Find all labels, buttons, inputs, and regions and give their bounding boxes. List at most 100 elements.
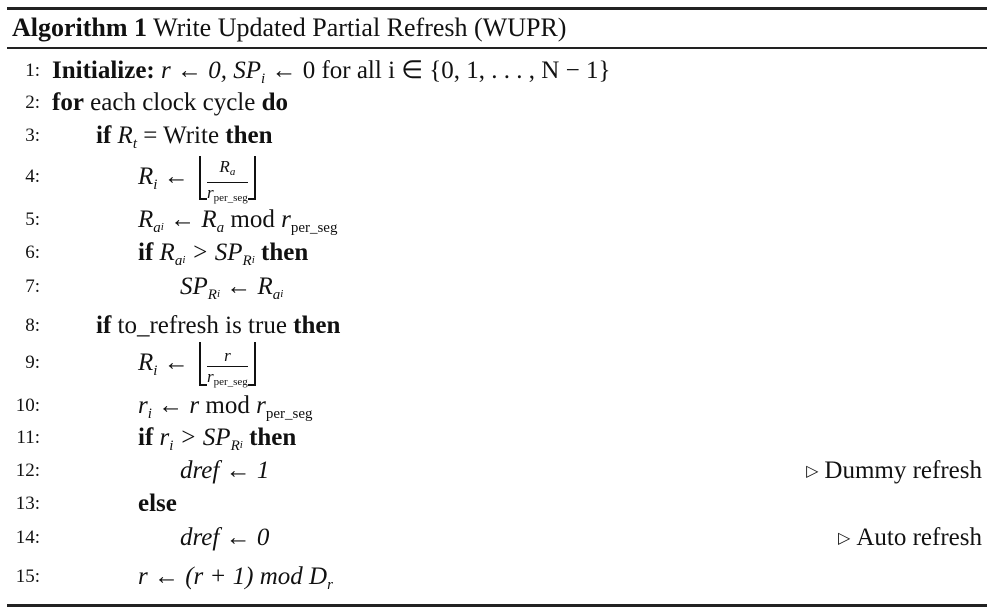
line-code: Rai ← Ra mod rper_seg <box>138 203 337 244</box>
subscript: i <box>147 406 152 422</box>
math-text: ← r <box>151 392 200 419</box>
math-var: SP <box>180 273 208 300</box>
subscript: a <box>272 287 281 303</box>
line-number: 4: <box>25 166 40 187</box>
line-code: if Rt = Write then <box>96 119 273 153</box>
math-var: R <box>159 239 175 266</box>
assign-arrow: ← <box>157 349 195 376</box>
line-code: Initialize: r ← 0, SPi ← 0 for all i ∈ {… <box>52 54 610 88</box>
floor-bracket: r rper_seg <box>198 342 256 388</box>
algo-line-13: 13: else <box>0 487 994 521</box>
keyword: Initialize: <box>52 57 155 84</box>
line-number: 5: <box>25 209 40 230</box>
subscript: a <box>216 220 225 236</box>
subscript: i <box>153 363 158 379</box>
subscript: i <box>280 288 284 300</box>
subscript: i <box>160 221 164 233</box>
comment-triangle-icon: ▷ <box>806 463 819 480</box>
subscript: i <box>216 288 221 300</box>
line-code: else <box>138 490 177 517</box>
subscript: a <box>153 220 161 236</box>
subscript: R <box>207 287 217 303</box>
algo-line-15: 15: r ← (r + 1) mod Dr <box>0 560 994 594</box>
math-var: R <box>117 122 133 149</box>
line-code: dref ← 1 <box>180 457 270 484</box>
math-text: ← R <box>163 206 217 233</box>
keyword: then <box>225 122 273 149</box>
algo-line-6: 6: if Rai > SPRi then <box>0 236 994 270</box>
comment-text: Auto refresh <box>856 524 982 551</box>
subscript: per_seg <box>290 220 338 236</box>
floor-bracket: Ra rper_seg <box>198 156 256 204</box>
bottom-rule <box>7 604 987 607</box>
math-var: R <box>138 206 154 233</box>
subscript: i <box>153 177 158 193</box>
algo-line-8: 8: if to_refresh is true then <box>0 309 994 343</box>
title-rule <box>7 47 987 49</box>
keyword: then <box>293 312 341 339</box>
math-text: r ← 0, SP <box>161 57 262 84</box>
keyword: if <box>138 424 154 451</box>
math-text: r ← (r + 1) mod D <box>138 563 328 590</box>
line-number: 8: <box>25 315 40 336</box>
top-rule <box>7 7 987 10</box>
code-text: = Write <box>136 122 226 149</box>
algo-line-1: 1: Initialize: r ← 0, SPi ← 0 for all i … <box>0 54 994 88</box>
subscript: i <box>169 438 174 454</box>
keyword: then <box>249 424 297 451</box>
keyword: if <box>138 239 154 266</box>
subscript: per_seg <box>265 406 313 422</box>
line-comment: ▷ Dummy refresh <box>806 454 982 489</box>
math-var: R <box>138 349 154 376</box>
subscript: i <box>182 254 186 266</box>
numerator: r <box>224 345 231 365</box>
keyword: if <box>96 122 112 149</box>
line-number: 13: <box>15 493 40 514</box>
line-number: 2: <box>25 92 40 113</box>
denominator: r <box>206 366 214 386</box>
math-var: r <box>281 206 291 233</box>
line-code: SPRi ← Rai <box>180 270 283 311</box>
line-comment: ▷ Auto refresh <box>838 521 982 556</box>
code-text: to_refresh is true <box>111 312 294 339</box>
line-code: if to_refresh is true then <box>96 309 340 343</box>
numerator: R <box>219 157 230 177</box>
line-number: 9: <box>25 352 40 373</box>
line-code: ri ← r mod rper_seg <box>138 389 312 423</box>
keyword: do <box>261 89 288 116</box>
algo-line-4: 4: Ri ← Ra rper_seg <box>0 152 994 204</box>
subscript: per_seg <box>213 192 248 205</box>
line-number: 1: <box>25 60 40 81</box>
subscript: a <box>174 253 183 269</box>
subscript: a <box>229 166 236 179</box>
line-code: for each clock cycle do <box>52 86 288 120</box>
math-text: ← R <box>220 273 273 300</box>
fraction: Ra rper_seg <box>206 157 248 208</box>
denominator: r <box>206 183 214 203</box>
keyword: for <box>52 89 84 116</box>
line-number: 11: <box>16 427 40 448</box>
algo-line-9: 9: Ri ← r rper_seg <box>0 338 994 388</box>
math-text: > SP <box>185 239 243 266</box>
line-number: 6: <box>25 242 40 263</box>
algorithm-name: Write Updated Partial Refresh (WUPR) <box>153 13 567 42</box>
algo-line-11: 11: if ri > SPRi then <box>0 421 994 455</box>
algo-line-14: 14: dref ← 0 ▷ Auto refresh <box>0 521 994 555</box>
line-code: dref ← 0 <box>180 524 270 551</box>
math-var: R <box>138 163 154 190</box>
subscript: R <box>242 253 252 269</box>
algorithm-label: Algorithm 1 <box>12 13 148 42</box>
algo-line-5: 5: Rai ← Ra mod rper_seg <box>0 203 994 237</box>
math-var: r <box>256 392 266 419</box>
subscript: i <box>239 439 243 451</box>
algo-line-3: 3: if Rt = Write then <box>0 119 994 153</box>
line-code: if ri > SPRi then <box>138 421 296 462</box>
algo-line-2: 2: for each clock cycle do <box>0 86 994 120</box>
math-text: ← 0 for all i ∈ {0, 1, . . . , N − 1} <box>265 57 611 84</box>
line-number: 14: <box>15 527 40 548</box>
assign-arrow: ← <box>157 163 195 190</box>
subscript: i <box>251 254 255 266</box>
algo-line-7: 7: SPRi ← Rai <box>0 270 994 304</box>
comment-triangle-icon: ▷ <box>838 530 851 547</box>
line-code: r ← (r + 1) mod Dr <box>138 560 333 594</box>
